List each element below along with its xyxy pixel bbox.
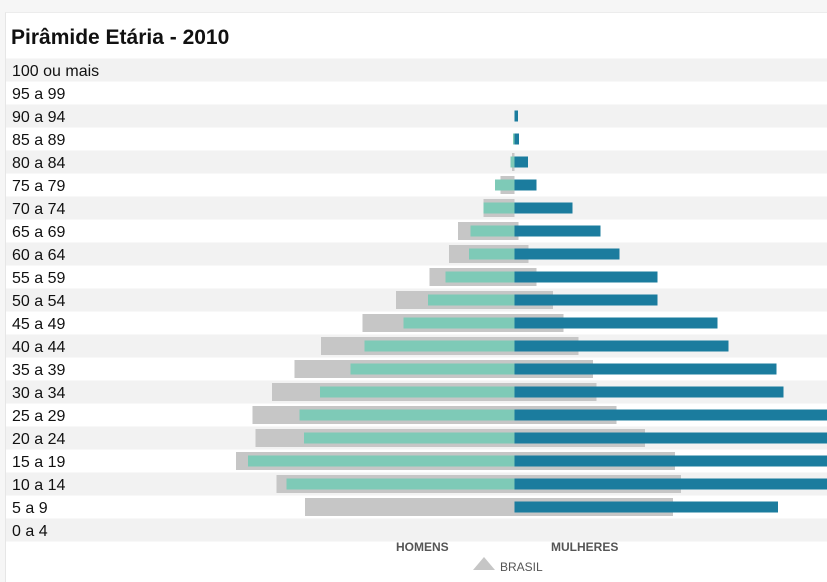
bar-homens[interactable]: [484, 203, 515, 214]
age-label: 75 a 79: [12, 178, 65, 195]
age-label: 15 a 19: [12, 454, 65, 471]
age-label: 0 a 4: [12, 523, 48, 540]
age-label: 95 a 99: [12, 86, 65, 103]
row-stripe: [6, 59, 827, 82]
row-stripe: [6, 151, 827, 174]
bar-mulheres[interactable]: [515, 456, 827, 467]
age-label: 20 a 24: [12, 431, 65, 448]
bar-mulheres[interactable]: [515, 111, 519, 122]
bar-homens[interactable]: [513, 134, 515, 145]
bar-mulheres[interactable]: [515, 433, 827, 444]
bar-mulheres[interactable]: [515, 318, 718, 329]
row-stripe: [6, 105, 827, 128]
bar-mulheres[interactable]: [515, 341, 729, 352]
bar-mulheres[interactable]: [515, 226, 601, 237]
bar-mulheres[interactable]: [515, 272, 658, 283]
bar-homens[interactable]: [300, 410, 515, 421]
bar-homens[interactable]: [365, 341, 515, 352]
bar-homens[interactable]: [446, 272, 515, 283]
bar-homens[interactable]: [469, 249, 515, 260]
legend-brasil-triangle-icon: [473, 557, 495, 570]
legend-mulheres: MULHERES: [551, 540, 618, 554]
bar-homens[interactable]: [495, 180, 515, 191]
bar-homens[interactable]: [511, 157, 515, 168]
legend-brasil: BRASIL: [500, 560, 543, 574]
age-label: 100 ou mais: [12, 63, 99, 80]
age-label: 30 a 34: [12, 385, 65, 402]
age-label: 85 a 89: [12, 132, 65, 149]
bar-homens[interactable]: [351, 364, 515, 375]
bar-homens[interactable]: [404, 318, 515, 329]
bar-mulheres[interactable]: [515, 479, 827, 490]
age-label: 80 a 84: [12, 155, 65, 172]
age-label: 55 a 59: [12, 270, 65, 287]
bar-mulheres[interactable]: [515, 502, 779, 513]
bar-homens[interactable]: [471, 226, 515, 237]
age-label: 90 a 94: [12, 109, 65, 126]
row-stripe: [6, 519, 827, 542]
bar-mulheres[interactable]: [515, 364, 777, 375]
bar-homens[interactable]: [320, 387, 515, 398]
bar-homens[interactable]: [428, 295, 515, 306]
legend-homens: HOMENS: [396, 540, 449, 554]
bar-mulheres[interactable]: [515, 249, 620, 260]
age-label: 5 a 9: [12, 500, 48, 517]
bar-mulheres[interactable]: [515, 180, 537, 191]
age-label: 65 a 69: [12, 224, 65, 241]
age-label: 60 a 64: [12, 247, 65, 264]
age-label: 45 a 49: [12, 316, 65, 333]
bar-mulheres[interactable]: [515, 157, 529, 168]
age-label: 35 a 39: [12, 362, 65, 379]
age-label: 50 a 54: [12, 293, 65, 310]
row-stripe: [6, 243, 827, 266]
age-label: 10 a 14: [12, 477, 65, 494]
age-label: 40 a 44: [12, 339, 65, 356]
bar-homens[interactable]: [304, 433, 515, 444]
bar-homens[interactable]: [287, 479, 515, 490]
age-label: 70 a 74: [12, 201, 65, 218]
bar-mulheres[interactable]: [515, 295, 658, 306]
bar-mulheres[interactable]: [515, 203, 573, 214]
bar-mulheres[interactable]: [515, 387, 784, 398]
bar-homens[interactable]: [248, 456, 515, 467]
bar-mulheres[interactable]: [515, 134, 520, 145]
brasil-bar-homens: [305, 498, 515, 516]
bar-mulheres[interactable]: [515, 410, 827, 421]
row-stripe: [6, 197, 827, 220]
age-label: 25 a 29: [12, 408, 65, 425]
